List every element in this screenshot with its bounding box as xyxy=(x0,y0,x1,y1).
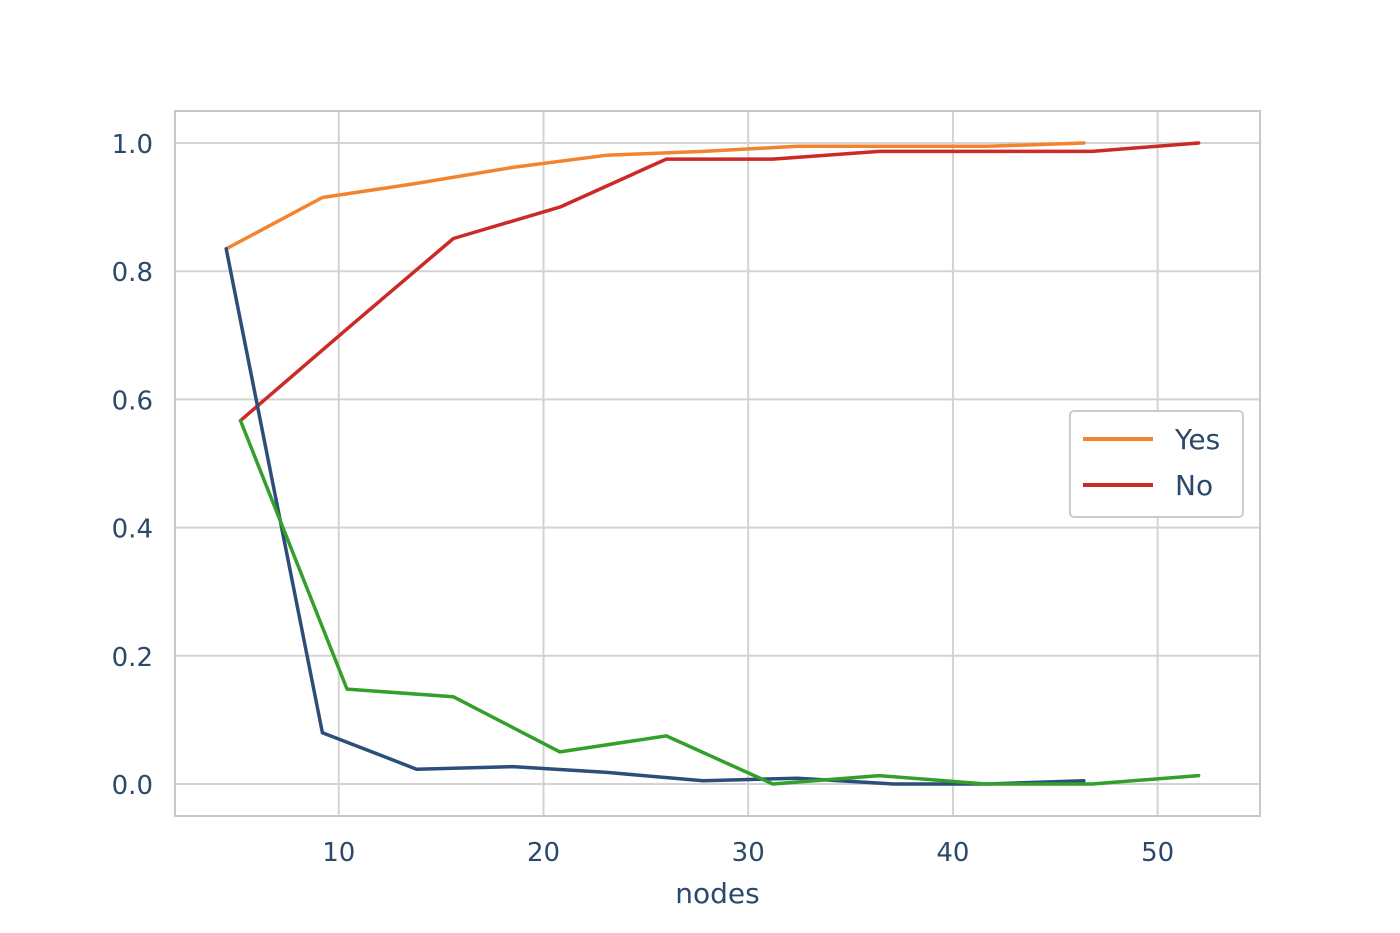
legend-label-no: No xyxy=(1175,469,1213,502)
plot-frame xyxy=(174,110,1261,817)
y-tick-label: 1.0 xyxy=(112,130,153,160)
x-tick-label: 20 xyxy=(527,838,560,868)
y-tick-label: 0.4 xyxy=(112,515,153,545)
tick-labels: 10 20 30 40 50 0.0 0.2 0.4 0.6 0.8 1.0 xyxy=(112,130,1175,868)
legend: Yes No xyxy=(1069,410,1244,518)
y-tick-label: 0.0 xyxy=(112,771,153,801)
x-axis-label: nodes xyxy=(675,877,759,910)
y-tick-label: 0.6 xyxy=(112,386,153,416)
series-group xyxy=(224,141,1201,786)
y-tick-label: 0.8 xyxy=(112,258,153,288)
x-tick-label: 50 xyxy=(1141,838,1174,868)
series-line-unlabeled-4 xyxy=(238,418,1201,786)
y-tick-label: 0.2 xyxy=(112,643,153,673)
legend-label-yes: Yes xyxy=(1174,423,1220,456)
series-line-unlabeled-3 xyxy=(224,247,1086,786)
x-tick-label: 30 xyxy=(732,838,765,868)
x-tick-label: 40 xyxy=(936,838,969,868)
series-line-no xyxy=(238,141,1201,423)
series-line-yes xyxy=(224,141,1086,251)
x-tick-label: 10 xyxy=(322,838,355,868)
